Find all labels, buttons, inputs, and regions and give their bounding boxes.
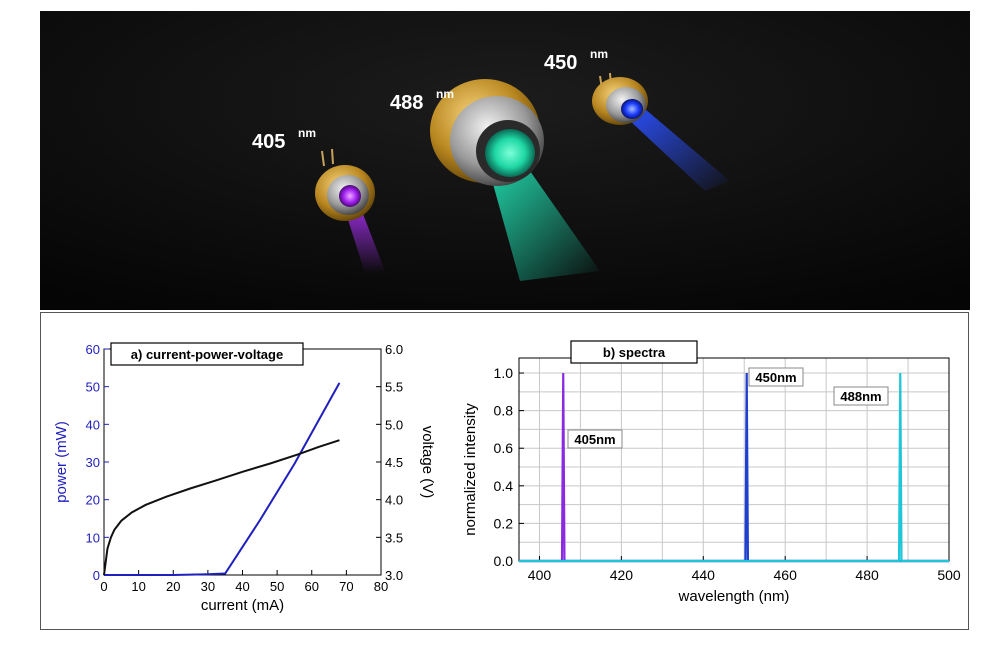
x-tick-label-b: 500 (937, 567, 961, 583)
chart-title-a: a) current-power-voltage (131, 347, 283, 362)
x-tick-label-b: 400 (528, 567, 552, 583)
y-tick-label-b: 1.0 (494, 365, 514, 381)
annotation-label-b: 488nm (840, 389, 881, 404)
y-axis-label-a: power (mW) (53, 421, 70, 503)
y-tick-label-a: 0 (93, 568, 100, 583)
laser-diode-450 (592, 72, 648, 125)
y2-tick-label-a: 6.0 (385, 342, 403, 357)
y2-tick-label-a: 3.0 (385, 568, 403, 583)
label-450: 450 nm (544, 47, 608, 74)
x-axis-label-a: current (mA) (201, 597, 284, 614)
y-tick-label-b: 0.2 (494, 515, 514, 531)
y-tick-label-a: 60 (86, 342, 100, 357)
laser-diode-405 (315, 148, 375, 221)
y-tick-label-b: 0.4 (494, 478, 514, 494)
annotation-box-b (833, 386, 889, 406)
voltage-line (103, 439, 340, 576)
y2-tick-label-a: 4.0 (385, 493, 403, 508)
x-tick-label-a: 10 (131, 579, 145, 594)
x-axis-label-b: wavelength (nm) (678, 588, 790, 605)
x-tick-label-a: 40 (235, 579, 249, 594)
x-tick-label-b: 420 (610, 567, 634, 583)
annotation-box-b (567, 429, 623, 449)
y-tick-label-a: 40 (86, 417, 100, 432)
x-tick-label-b: 440 (692, 567, 716, 583)
x-tick-label-a: 30 (201, 579, 215, 594)
spectrum-line-2 (519, 373, 949, 563)
chart-current-power-voltage: 0 10 20 30 40 50 60 70 80 0 10 20 30 40 50 60 3.0 3.5 4.0 4… (53, 342, 436, 614)
y2-tick-label-a: 5.0 (385, 417, 403, 432)
x-tick-label-b: 480 (855, 567, 879, 583)
x-tick-label-a: 50 (270, 579, 284, 594)
blue-beam (628, 109, 730, 191)
annotation-label-b: 450nm (755, 370, 796, 385)
title-box-a (110, 342, 304, 366)
y-tick-label-a: 10 (86, 530, 100, 545)
x-tick-label-a: 60 (305, 579, 319, 594)
laser-diodes-photo: 405 nm 488 nm 450 nm (40, 11, 970, 310)
label-405: 405 nm (252, 126, 316, 153)
chart-spectra: 400 420 440 460 480 500 0.0 0.2 0.4 0.6 0.8 1.0 wave… (462, 340, 961, 605)
label-488: 488 nm (390, 87, 454, 114)
chart-title-b: b) spectra (603, 345, 666, 360)
y-tick-label-a: 30 (86, 455, 100, 470)
laser-diode-488 (430, 79, 544, 186)
x-tick-label-a: 80 (374, 579, 388, 594)
charts-panel: 0 10 20 30 40 50 60 70 80 0 10 20 30 40 50 60 3.0 3.5 4.0 4… (40, 312, 969, 630)
y-tick-label-b: 0.6 (494, 440, 514, 456)
y2-tick-label-a: 4.5 (385, 455, 403, 470)
label-450-value: 450 (544, 52, 577, 74)
label-488-value: 488 (390, 92, 423, 114)
label-450-unit: nm (590, 47, 608, 61)
y-tick-label-a: 50 (86, 380, 100, 395)
label-405-unit: nm (298, 126, 316, 140)
y-axis-label-b: normalized intensity (462, 403, 479, 536)
x-tick-label-a: 0 (100, 579, 107, 594)
green-beam (488, 166, 600, 281)
x-tick-label-b: 460 (774, 567, 798, 583)
power-line (104, 382, 341, 576)
annotation-label-b: 405nm (574, 432, 615, 447)
y2-tick-label-a: 5.5 (385, 380, 403, 395)
title-box-b (570, 340, 698, 364)
annotation-box-b (748, 367, 804, 387)
y2-tick-label-a: 3.5 (385, 530, 403, 545)
label-488-unit: nm (436, 87, 454, 101)
y-tick-label-b: 0.8 (494, 403, 514, 419)
label-405-value: 405 (252, 131, 285, 153)
y2-axis-label-a: voltage (V) (419, 426, 436, 499)
x-tick-label-a: 70 (339, 579, 353, 594)
y-tick-label-a: 20 (86, 493, 100, 508)
x-tick-label-a: 20 (166, 579, 180, 594)
y-tick-label-b: 0.0 (494, 553, 514, 569)
